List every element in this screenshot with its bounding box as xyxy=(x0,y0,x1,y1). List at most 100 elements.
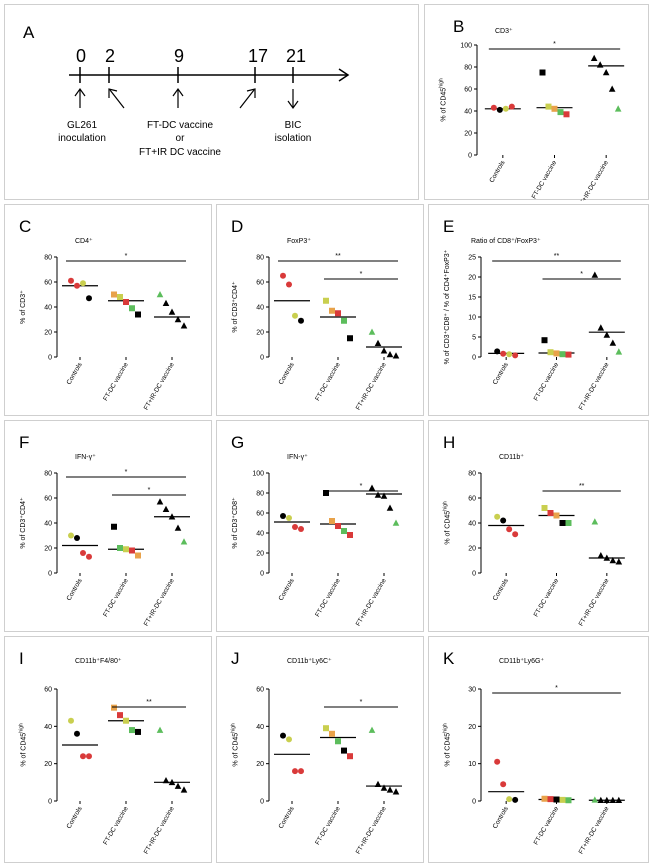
data-point xyxy=(68,532,74,539)
data-point xyxy=(292,312,298,319)
data-point xyxy=(298,526,304,532)
data-point xyxy=(117,294,123,300)
panel-g: G IFN-γ⁺% of CD3⁺CD8⁺ 0 20 40 60 80 100 Controls… xyxy=(216,420,424,632)
y-tick-label: 0 xyxy=(260,355,264,362)
chart-svg: 0 20 40 60 Controls FT-DC vaccine FT+IR-DC vac… xyxy=(256,687,402,855)
tick-label-2: 2 xyxy=(105,46,115,66)
data-point xyxy=(156,498,164,505)
data-point xyxy=(280,732,286,739)
data-point xyxy=(603,554,611,561)
data-point xyxy=(597,324,605,331)
y-tick-label: 40 xyxy=(468,521,476,528)
panel-letter: J xyxy=(231,649,240,668)
y-tick-label: 100 xyxy=(460,43,472,50)
y-tick-label: 20 xyxy=(44,761,52,768)
panel-j: J CD11b⁺Ly6C⁺% of CD45high 0 20 40 60 Controls… xyxy=(216,636,424,863)
y-tick-label: 60 xyxy=(464,87,472,94)
significance-label: ** xyxy=(146,699,152,706)
data-point xyxy=(500,350,507,357)
x-tick-label: FT+IR-DC vaccine xyxy=(143,805,176,855)
data-point xyxy=(174,316,182,323)
data-point xyxy=(565,520,572,526)
data-point xyxy=(68,277,74,284)
panel-d: D FoxP3⁺% of CD3⁺CD4⁺ 0 20 40 60 80 Controls FT-… xyxy=(216,204,424,416)
x-tick-label: FT+IR-DC vaccine xyxy=(355,361,388,411)
label-gl261: GL261 xyxy=(67,120,97,131)
data-point xyxy=(162,299,170,307)
data-point xyxy=(602,69,610,76)
y-tick-label: 10 xyxy=(468,761,476,768)
chart-svg: 0 20 40 60 Controls FT-DC vaccine FT+IR-DC vac… xyxy=(44,687,190,855)
data-point xyxy=(162,505,170,513)
data-point xyxy=(111,523,117,530)
data-point xyxy=(335,738,341,745)
data-point xyxy=(609,796,617,804)
y-tick-label: 60 xyxy=(44,687,52,694)
y-tick-label: 30 xyxy=(468,687,476,694)
x-tick-label: Controls xyxy=(66,577,85,602)
data-point xyxy=(591,271,599,278)
data-point xyxy=(603,331,611,338)
data-point xyxy=(292,768,298,775)
data-point xyxy=(74,282,80,289)
y-tick-label: 60 xyxy=(256,280,264,287)
label-ftir-vaccine: FT+IR DC vaccine xyxy=(139,147,221,158)
data-point xyxy=(547,510,554,516)
x-tick-label: Controls xyxy=(488,159,507,184)
data-point xyxy=(490,104,497,111)
panel-letter: C xyxy=(19,217,32,236)
data-point xyxy=(335,310,341,317)
significance-label: * xyxy=(360,483,363,490)
data-point xyxy=(506,796,513,803)
significance-label: * xyxy=(125,469,128,476)
data-point xyxy=(508,103,515,110)
panel-letter: K xyxy=(443,649,455,668)
data-point xyxy=(117,712,123,719)
significance-label: ** xyxy=(335,253,341,260)
y-tick-label: 15 xyxy=(468,295,476,302)
data-point xyxy=(80,753,86,760)
data-point xyxy=(392,788,400,795)
data-point xyxy=(539,69,546,76)
data-point xyxy=(553,350,560,357)
data-point xyxy=(135,728,141,735)
x-tick-label: FT-DC vaccine xyxy=(102,577,130,618)
label-bic: BIC xyxy=(285,120,302,131)
data-point xyxy=(68,717,74,724)
data-point xyxy=(156,726,164,733)
chart-title: FoxP3⁺ xyxy=(287,238,311,245)
y-tick-label: 25 xyxy=(468,255,476,262)
data-point xyxy=(180,322,188,329)
data-point xyxy=(74,730,80,737)
x-tick-label: FT-DC vaccine xyxy=(533,577,561,618)
data-point xyxy=(502,105,509,112)
data-point xyxy=(380,347,388,354)
data-point xyxy=(156,291,164,298)
panel-letter: D xyxy=(231,217,244,236)
data-point xyxy=(86,295,92,302)
data-point xyxy=(347,335,353,342)
y-tick-label: 20 xyxy=(468,724,476,731)
timeline-svg: 0 2 9 17 21 GL261 inoculation FT-DC vacc… xyxy=(58,46,350,158)
data-point xyxy=(494,513,501,520)
panel-letter: H xyxy=(443,433,456,452)
data-point xyxy=(392,352,400,359)
x-tick-label: FT-DC vaccine xyxy=(533,805,561,846)
timeline-arrowhead xyxy=(338,68,350,82)
y-tick-label: 10 xyxy=(468,315,476,322)
panel-letter: G xyxy=(231,433,245,452)
data-point xyxy=(335,523,341,529)
label-isolation: isolation xyxy=(275,133,312,144)
data-point xyxy=(129,305,135,312)
data-point xyxy=(541,505,548,511)
panel-k: K CD11b⁺Ly6G⁺% of CD45high 0 10 20 30 Controls… xyxy=(428,636,649,863)
chart-title: CD11b⁺Ly6G⁺ xyxy=(499,658,545,665)
data-point xyxy=(615,348,623,355)
y-tick-label: 0 xyxy=(48,799,52,806)
data-point xyxy=(565,351,572,358)
data-point xyxy=(123,546,129,553)
data-point xyxy=(111,704,117,711)
x-tick-label: FT-DC vaccine xyxy=(102,361,130,402)
data-point xyxy=(603,796,611,804)
chart-title: IFN-γ⁺ xyxy=(75,454,96,461)
